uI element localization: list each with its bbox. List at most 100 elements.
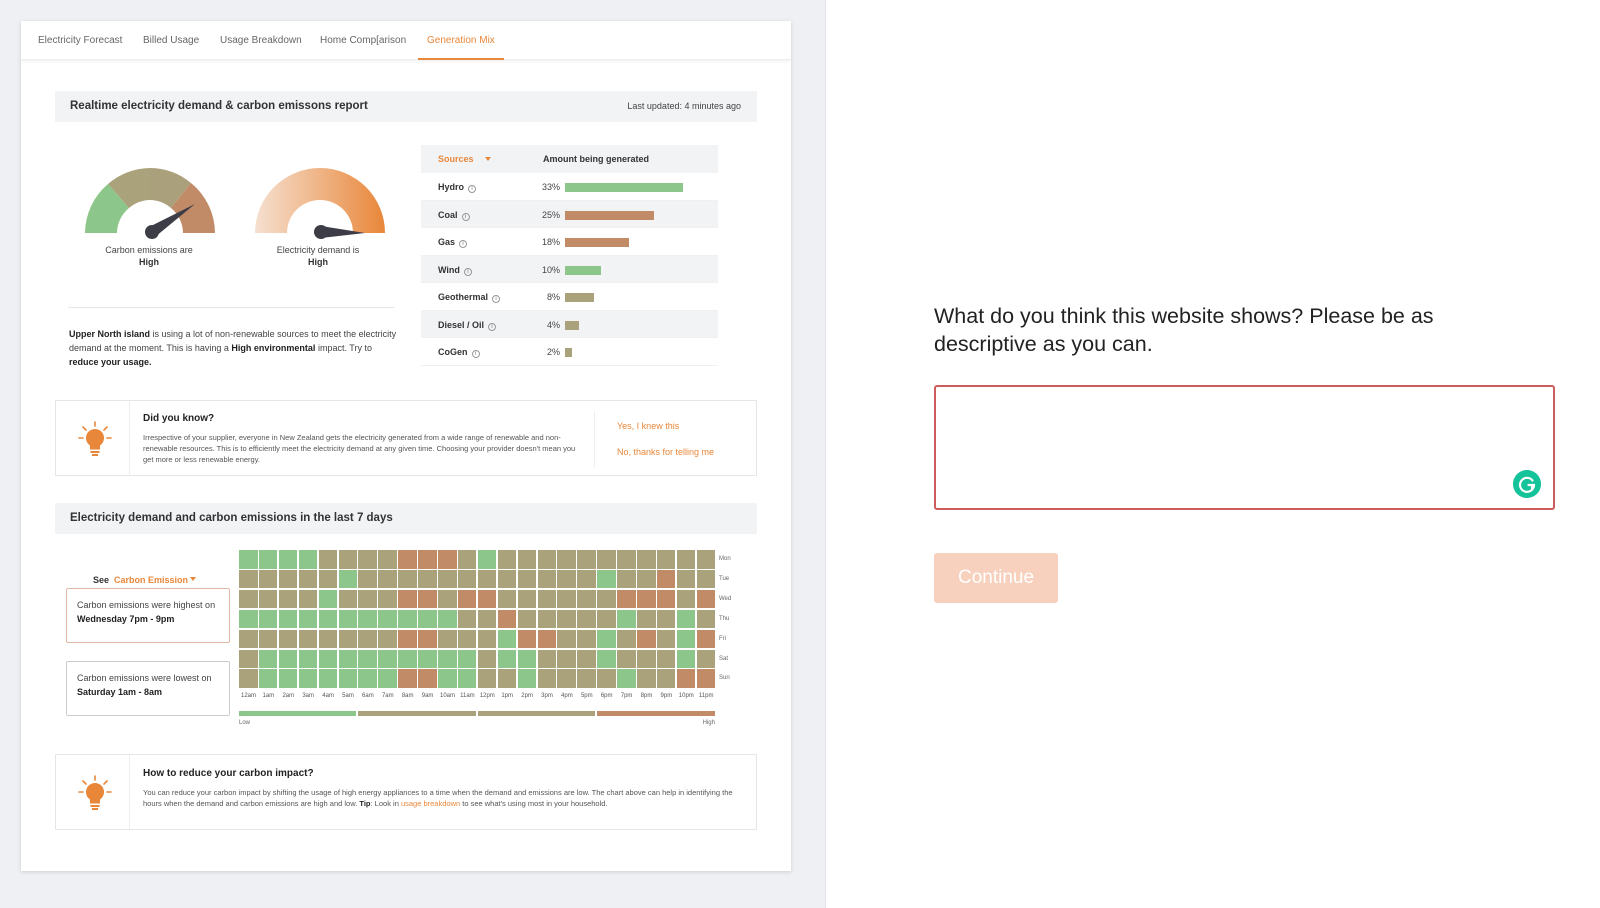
heatmap-cell — [537, 569, 556, 589]
heatmap-cell — [577, 550, 596, 569]
source-bar — [565, 183, 683, 192]
tab-generation-mix[interactable]: Generation Mix — [418, 21, 504, 60]
report-title: Realtime electricity demand & carbon emi… — [70, 100, 368, 112]
heatmap-cell — [338, 609, 357, 629]
heatmap-cell — [358, 609, 377, 629]
hour-label: 8am — [401, 693, 414, 699]
answer-textarea[interactable] — [934, 385, 1555, 510]
heatmap-cell — [517, 569, 537, 589]
heatmap-cell — [676, 609, 696, 629]
heatmap-cell — [278, 649, 298, 668]
heatmap-cell — [656, 629, 676, 649]
heatmap-cell — [577, 589, 596, 609]
heatmap-cell — [239, 629, 258, 649]
tab-billed-usage[interactable]: Billed Usage — [143, 35, 200, 46]
heatmap-cell — [696, 609, 716, 629]
heatmap-cell — [318, 649, 338, 668]
heatmap-cell — [239, 550, 258, 569]
sources-dropdown[interactable]: Sources — [438, 154, 474, 164]
source-bar — [565, 210, 654, 220]
tab-bar: Electricity Forecast Billed Usage Usage … — [21, 21, 791, 60]
did-you-know-card: Did you know? Irrespective of your suppl… — [55, 400, 757, 476]
source-row: Hydro i 33% — [421, 173, 718, 201]
tab-electricity-forecast[interactable]: Electricity Forecast — [38, 35, 123, 46]
day-label: Fri — [719, 635, 726, 642]
info-icon[interactable]: i — [463, 267, 472, 276]
legend-segment — [358, 711, 476, 716]
info-icon[interactable]: i — [468, 185, 477, 193]
heatmap-cell — [378, 609, 397, 629]
heatmap-cell — [497, 569, 517, 589]
legend-high-label: High — [702, 720, 715, 726]
heatmap-cell — [378, 669, 397, 688]
heatmap-cell — [258, 589, 278, 609]
heatmap-cell — [477, 569, 497, 589]
source-name: Gas i — [438, 237, 468, 248]
heatmap-cell — [497, 649, 517, 668]
region-summary: Upper North island is using a lot of non… — [69, 329, 397, 367]
hour-label: 3am — [302, 693, 315, 699]
source-name: Hydro i — [438, 182, 477, 193]
grammarly-icon[interactable] — [1513, 470, 1541, 498]
lowest-emissions-box: Carbon emissions were lowest on Saturday … — [66, 661, 230, 716]
heatmap-cell — [318, 589, 338, 609]
did-you-know-text: Irrespective of your supplier, everyone … — [143, 433, 576, 464]
heatmap-cell — [258, 649, 278, 668]
heatmap-cell — [278, 589, 298, 609]
heatmap-cell — [338, 550, 357, 569]
heatmap-cell — [637, 550, 656, 569]
heatmap-cell — [457, 569, 477, 589]
hour-label: 8pm — [640, 693, 653, 699]
heatmap-cell — [637, 629, 656, 649]
heatmap-cell — [617, 569, 636, 589]
last-updated: Last updated: 4 minutes ago — [627, 101, 741, 111]
yes-knew-this-link[interactable]: Yes, I knew this — [617, 421, 680, 431]
tab-usage-breakdown[interactable]: Usage Breakdown — [220, 35, 302, 46]
chevron-down-icon[interactable] — [485, 157, 491, 161]
day-label: Thu — [719, 615, 730, 622]
heatmap-cell — [298, 669, 318, 688]
heatmap-cell — [517, 629, 537, 649]
carbon-gauge-label: Carbon emissions are High — [89, 244, 209, 268]
continue-button[interactable]: Continue — [934, 553, 1058, 603]
heatmap-cell — [457, 629, 477, 649]
usage-breakdown-link[interactable]: usage breakdown — [400, 799, 461, 808]
highest-emissions-box: Carbon emissions were highest on Wednesda… — [66, 588, 230, 643]
heatmap-cell — [696, 649, 716, 668]
heatmap-cell — [398, 629, 417, 649]
heatmap-cell — [656, 569, 676, 589]
tab-home-comparison[interactable]: Home Comp[arison — [320, 35, 407, 46]
hour-label: 2am — [282, 693, 295, 699]
heatmap-cell — [617, 589, 636, 609]
heatmap-cell — [696, 550, 716, 569]
source-row: Gas i 18% — [421, 228, 718, 256]
source-name: Wind i — [438, 265, 472, 276]
hour-label: 11am — [460, 693, 475, 699]
heatmap-cell — [676, 550, 696, 569]
info-icon[interactable]: i — [461, 212, 470, 221]
info-icon[interactable]: i — [471, 350, 480, 358]
source-bar — [565, 265, 601, 275]
heatmap-cell — [258, 569, 278, 589]
prototype-panel: Electricity Forecast Billed Usage Usage … — [0, 0, 826, 908]
gauge-needle — [149, 204, 195, 237]
report-header: Realtime electricity demand & carbon emi… — [55, 91, 757, 122]
source-percent: 18% — [541, 237, 560, 247]
heatmap-cell — [457, 669, 477, 688]
heatmap-cell — [398, 669, 417, 688]
info-icon[interactable]: i — [492, 295, 501, 303]
hour-label: 5pm — [580, 693, 593, 699]
divider — [68, 307, 394, 308]
demand-gauge — [255, 168, 385, 239]
heatmap-cell — [318, 669, 338, 688]
hour-label: 5am — [342, 693, 354, 699]
chevron-down-icon[interactable] — [190, 577, 197, 581]
weekly-title: Electricity demand and carbon emissions … — [70, 512, 393, 524]
heatmap-cell — [597, 589, 616, 609]
heatmap-cell — [239, 649, 258, 668]
info-icon[interactable]: i — [459, 240, 468, 248]
info-icon[interactable]: i — [488, 322, 497, 331]
no-thanks-link[interactable]: No, thanks for telling me — [617, 447, 715, 457]
metric-dropdown[interactable]: Carbon Emission — [114, 575, 189, 585]
heatmap-cell — [656, 649, 676, 668]
